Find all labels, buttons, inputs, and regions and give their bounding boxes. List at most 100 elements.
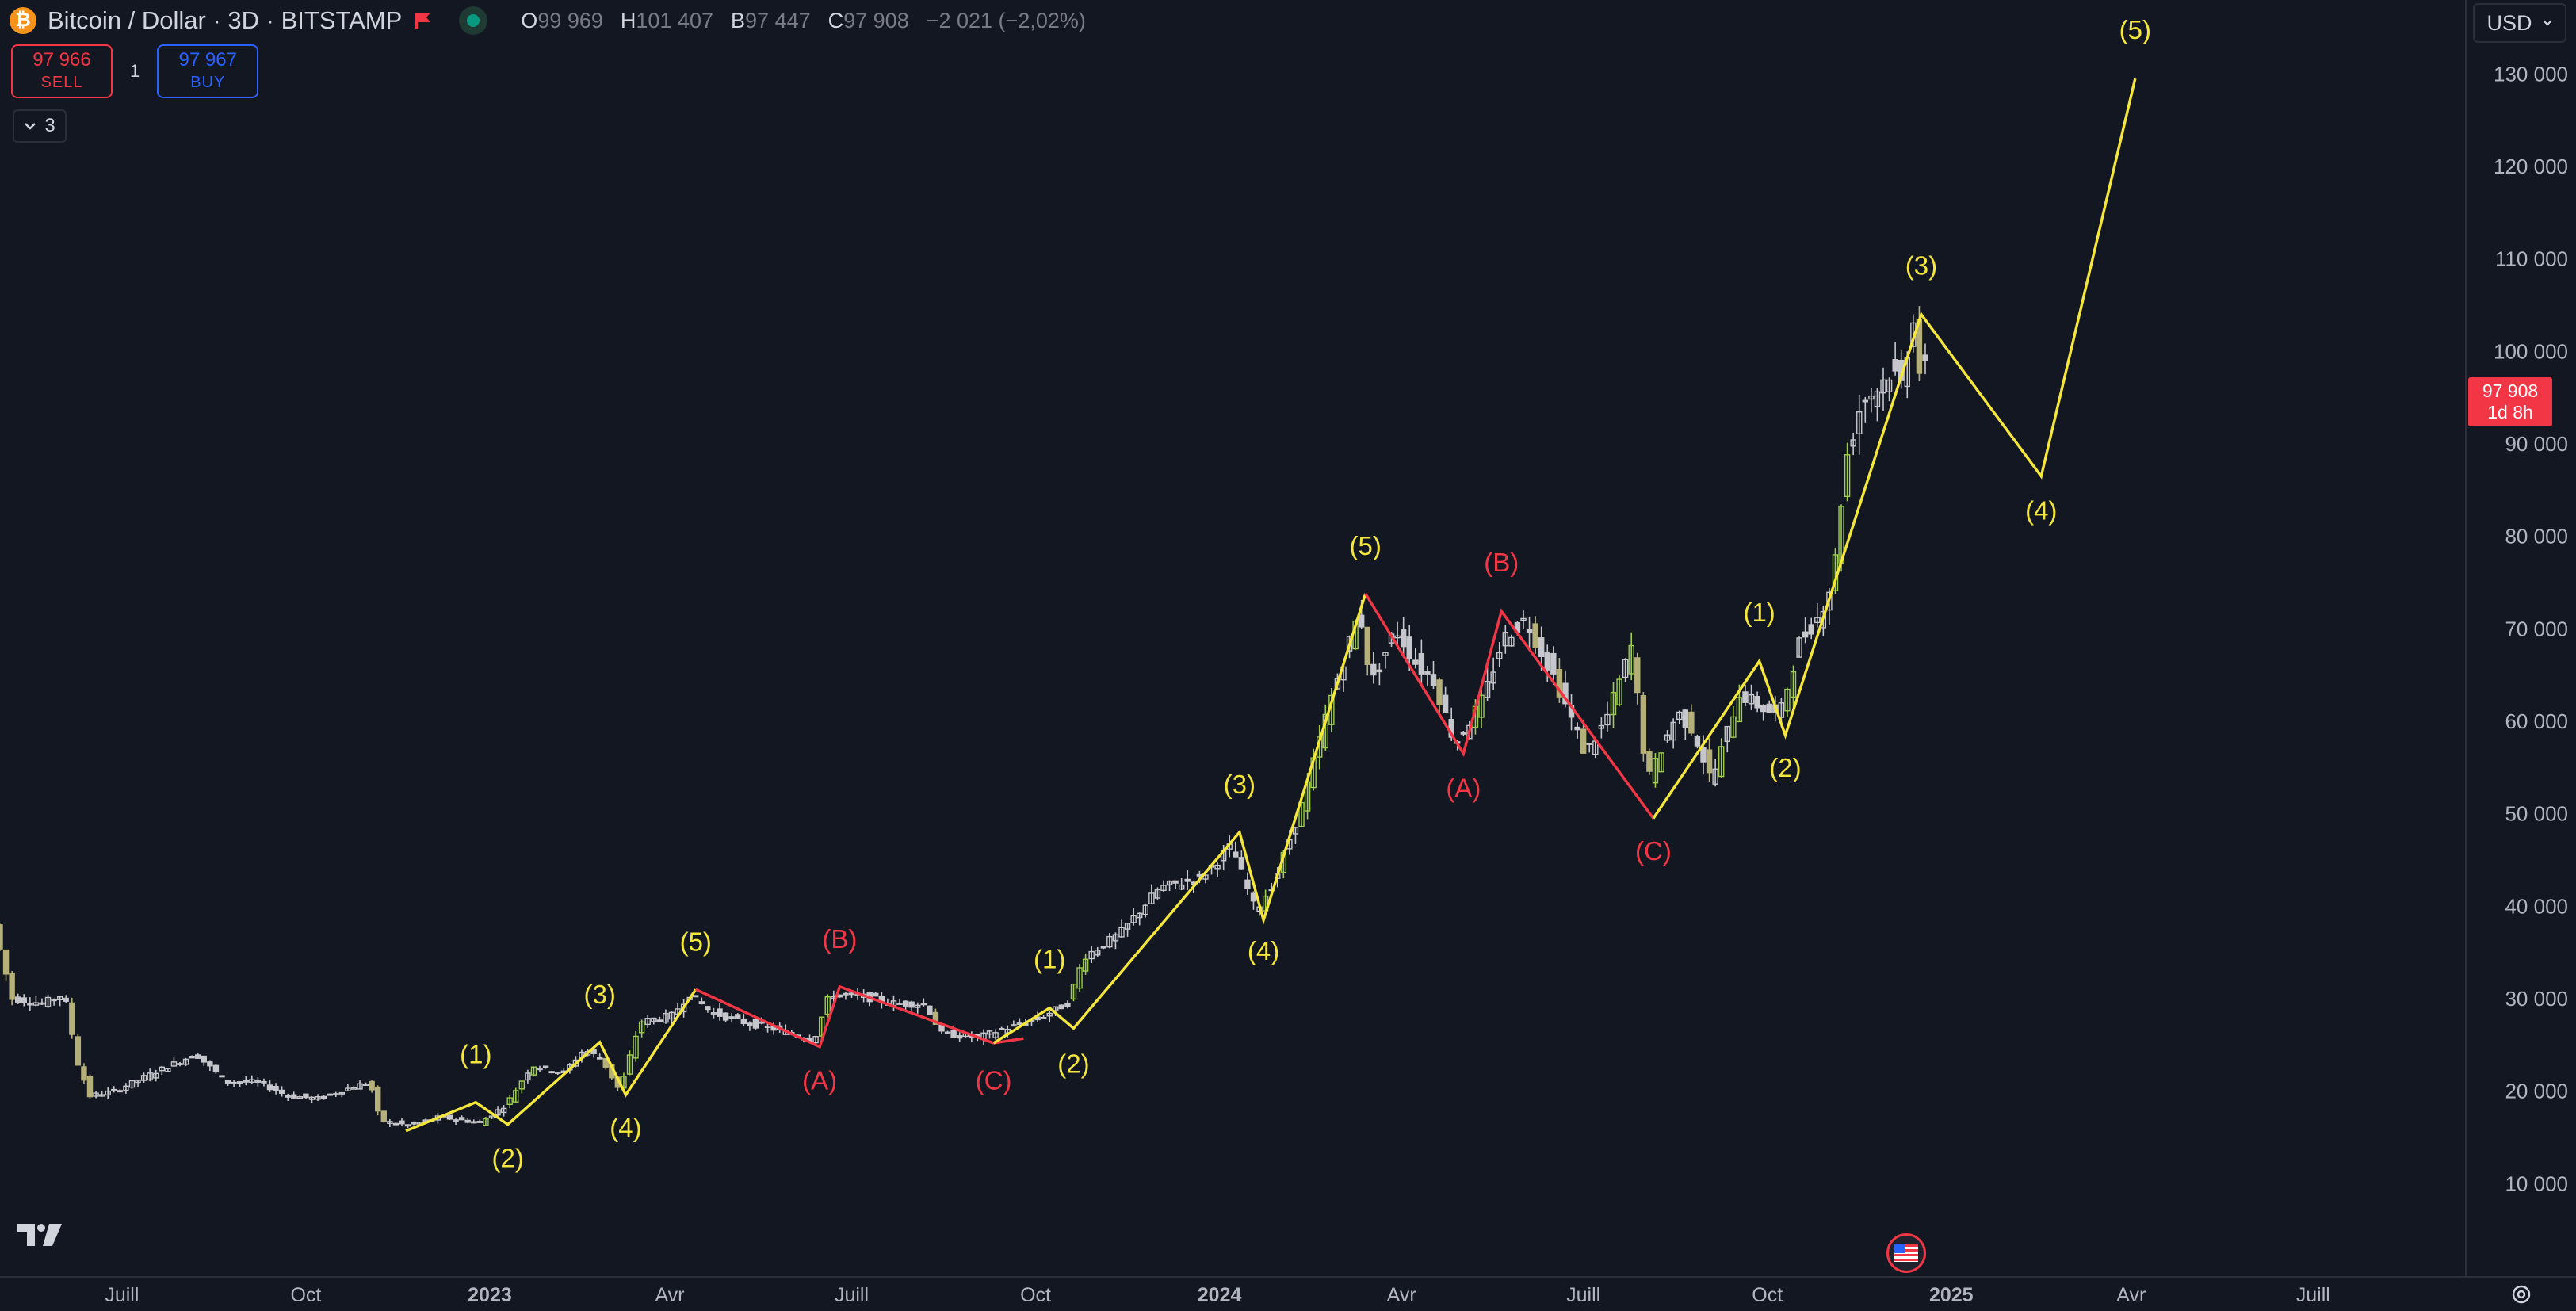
wave-label: (1) (1743, 598, 1775, 627)
candle-body (1610, 691, 1617, 716)
candle-body (1598, 724, 1605, 729)
candle-body (518, 1080, 526, 1090)
candle-body (338, 1091, 346, 1095)
candle-body (1784, 688, 1791, 712)
candle-body (21, 997, 27, 1004)
candle-body (1880, 379, 1886, 394)
candle-body (1292, 827, 1299, 835)
candle-body (1100, 946, 1107, 949)
candle-body (189, 1055, 195, 1059)
price-scale[interactable] (2465, 0, 2576, 1276)
candle-body (1658, 752, 1664, 773)
candle-body (170, 1061, 178, 1067)
candle-body (207, 1061, 213, 1067)
wave-label: (5) (1350, 531, 1382, 560)
candle-body (1826, 591, 1833, 611)
candle-body (1358, 614, 1365, 628)
candle-body (296, 1096, 304, 1099)
candle-body (1490, 671, 1496, 684)
candle-body (380, 1110, 387, 1122)
candle-body (728, 1016, 735, 1019)
wave-line-4 (1364, 593, 1655, 820)
market-status-icon[interactable] (459, 6, 488, 35)
indicators-toggle-button[interactable]: 3 (13, 109, 67, 143)
time-tick-label: Juill (2296, 1284, 2330, 1306)
candle-body (1346, 636, 1353, 652)
candle-body (1076, 967, 1083, 989)
candle-body (1580, 728, 1587, 754)
candle-body (1082, 958, 1089, 972)
candle-body (843, 992, 849, 996)
gear-icon[interactable] (2508, 1281, 2535, 1308)
candle-body (1640, 695, 1647, 754)
time-tick-label: Oct (1020, 1284, 1051, 1306)
candle-body (818, 1016, 825, 1037)
candle-body (651, 1017, 657, 1022)
candle-body (471, 1121, 477, 1124)
us-economic-event-icon[interactable] (1886, 1233, 1926, 1273)
candle-body (0, 924, 3, 950)
candle-body (39, 1002, 45, 1005)
price-tick-label: 90 000 (2505, 432, 2568, 456)
candle-body (957, 1035, 963, 1039)
time-tick-label: Juill (1566, 1284, 1600, 1306)
candle-body (1382, 652, 1389, 656)
candle-body (153, 1072, 159, 1079)
candle-body (1424, 671, 1431, 675)
candle-body (735, 1014, 741, 1019)
candle-body (27, 1003, 33, 1006)
candle-body (1694, 736, 1701, 747)
candle-body (1184, 878, 1191, 882)
candle-body (1754, 696, 1760, 709)
candle-body (1430, 674, 1437, 686)
wave-label: (5) (680, 927, 712, 956)
candle-body (308, 1096, 315, 1100)
buy-button[interactable]: 97 967 BUY (157, 44, 259, 98)
candle-body (1046, 1012, 1053, 1017)
candle-body (201, 1055, 207, 1063)
symbol-title[interactable]: Bitcoin / Dollar · 3D · BITSTAMP (48, 6, 403, 34)
candle-body (291, 1094, 297, 1099)
candle-body (1862, 399, 1869, 403)
candle-body (1742, 691, 1749, 703)
price-tick-label: 80 000 (2505, 525, 2568, 548)
candle-body (1064, 1003, 1071, 1007)
sell-button[interactable]: 97 966 SELL (11, 44, 113, 98)
candle-body (1244, 879, 1251, 889)
price-tick-label: 30 000 (2505, 987, 2568, 1011)
flag-icon[interactable] (413, 10, 434, 31)
candle-body (1778, 702, 1785, 718)
wave-label: (C) (976, 1065, 1012, 1095)
candle-body (1808, 624, 1814, 635)
wave-label: (2) (1769, 753, 1801, 782)
time-tick-label: 2024 (1198, 1284, 1242, 1306)
candle-body (513, 1090, 519, 1103)
candle-body (1646, 751, 1653, 772)
candle-body (530, 1066, 537, 1076)
price-tick-label: 70 000 (2505, 617, 2568, 640)
candle-body (710, 1012, 717, 1015)
wave-label: (4) (1248, 936, 1279, 965)
candle-body (111, 1088, 117, 1091)
candle-body (75, 1036, 82, 1066)
last-price-label: 97 908 1d 8h (2468, 377, 2552, 426)
elliott-waves[interactable] (405, 78, 2137, 1133)
candle-body (2, 949, 10, 975)
wave-label: (2) (1057, 1049, 1089, 1078)
candle-body (1166, 880, 1173, 886)
spread-value: 1 (130, 61, 140, 81)
tradingview-logo-icon[interactable] (16, 1221, 67, 1249)
candle-body (722, 1012, 729, 1021)
candle-body (69, 1002, 75, 1035)
currency-select[interactable]: USD (2473, 3, 2566, 43)
candle-body (1394, 635, 1401, 639)
time-tick-label: 2023 (468, 1284, 512, 1306)
candle-body (1604, 713, 1611, 726)
time-scale[interactable] (0, 1276, 2576, 1311)
candle-body (1148, 892, 1155, 904)
candle-body (399, 1120, 405, 1125)
wave-line-1 (405, 988, 698, 1133)
candle-body (698, 1001, 705, 1005)
price-tick-label: 120 000 (2494, 155, 2568, 178)
